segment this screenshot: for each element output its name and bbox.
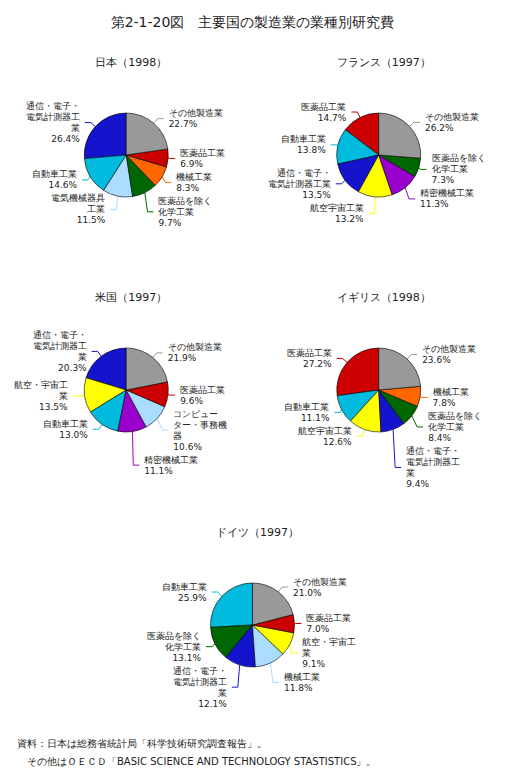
svg-text:10.6%: 10.6% [173,442,202,452]
svg-text:日本（1998）: 日本（1998） [95,56,167,69]
svg-text:自動車工業: 自動車工業 [281,134,326,144]
svg-text:医薬品工業: 医薬品工業 [306,613,351,623]
svg-text:13.0%: 13.0% [59,430,88,440]
svg-text:7.8%: 7.8% [433,398,456,408]
svg-text:14.7%: 14.7% [318,113,347,123]
svg-text:業: 業 [71,123,80,133]
svg-text:25.9%: 25.9% [178,593,207,603]
svg-text:工業: 工業 [87,204,105,214]
svg-text:電気計測器工: 電気計測器工 [406,457,460,467]
svg-text:23.6%: 23.6% [422,355,451,365]
svg-text:化学工業: 化学工業 [428,422,464,432]
svg-text:機械工業: 機械工業 [284,672,320,682]
svg-text:化学工業: 化学工業 [432,164,468,174]
svg-text:医薬品工業: 医薬品工業 [287,348,332,358]
svg-text:米国（1997）: 米国（1997） [95,291,167,304]
svg-text:7.3%: 7.3% [432,175,455,185]
svg-text:21.9%: 21.9% [168,353,197,363]
svg-text:その他製造業: その他製造業 [293,577,347,587]
svg-text:精密機械工業: 精密機械工業 [144,455,198,465]
svg-text:化学工業: 化学工業 [158,207,194,217]
svg-text:8.3%: 8.3% [176,183,199,193]
svg-text:11.1%: 11.1% [301,413,330,423]
svg-text:その他はＯＥＣＤ「BASIC SCIENCE AND TEC: その他はＯＥＣＤ「BASIC SCIENCE AND TECHNOLOGY ST… [17,756,376,767]
svg-text:医薬品工業: 医薬品工業 [180,385,225,395]
svg-text:器: 器 [173,431,182,441]
svg-text:業: 業 [406,468,415,478]
svg-text:電気計測器工業: 電気計測器工業 [268,179,331,189]
svg-text:その他製造業: その他製造業 [422,344,476,354]
svg-text:コンピュー: コンピュー [173,409,218,419]
svg-text:9.7%: 9.7% [158,218,181,228]
svg-text:航空宇宙工業: 航空宇宙工業 [298,426,352,436]
svg-text:資料：日本は総務省統計局「科学技術研究調査報告」。: 資料：日本は総務省統計局「科学技術研究調査報告」。 [17,738,267,749]
svg-text:電気計測器工: 電気計測器工 [33,341,87,351]
svg-text:22.7%: 22.7% [169,119,198,129]
svg-text:医薬品を除く: 医薬品を除く [147,631,201,641]
svg-text:26.2%: 26.2% [425,123,454,133]
svg-text:13.2%: 13.2% [335,214,364,224]
svg-text:その他製造業: その他製造業 [425,112,479,122]
svg-text:フランス（1997）: フランス（1997） [337,56,431,69]
svg-text:電気計測器工: 電気計測器工 [26,112,80,122]
svg-text:26.4%: 26.4% [51,134,80,144]
svg-text:機械工業: 機械工業 [433,387,469,397]
svg-text:11.8%: 11.8% [284,683,313,693]
svg-text:医薬品を除く: 医薬品を除く [428,411,482,421]
svg-text:9.6%: 9.6% [180,396,203,406]
svg-text:第2-1-20図 主要国の製造業の業種別研究費: 第2-1-20図 主要国の製造業の業種別研究費 [111,14,395,30]
svg-text:7.0%: 7.0% [306,624,329,634]
svg-text:業: 業 [78,352,87,362]
svg-text:ドイツ（1997）: ドイツ（1997） [216,526,299,539]
svg-text:通信・電子・: 通信・電子・ [33,330,87,340]
svg-text:9.1%: 9.1% [302,659,325,669]
svg-text:航空・宇宙工: 航空・宇宙工 [302,637,356,647]
svg-text:13.5%: 13.5% [39,402,68,412]
svg-text:21.0%: 21.0% [293,588,322,598]
svg-text:医薬品工業: 医薬品工業 [301,102,346,112]
svg-text:イギリス（1998）: イギリス（1998） [337,291,431,304]
svg-text:20.3%: 20.3% [58,363,87,373]
svg-text:業: 業 [218,688,227,698]
svg-text:12.6%: 12.6% [323,437,352,447]
svg-text:自動車工業: 自動車工業 [162,582,207,592]
svg-text:通信・電子・: 通信・電子・ [26,101,80,111]
svg-text:ター・事務機: ター・事務機 [173,420,227,430]
svg-text:医薬品を除く: 医薬品を除く [432,153,486,163]
svg-text:11.5%: 11.5% [77,215,106,225]
svg-text:化学工業: 化学工業 [165,642,201,652]
svg-text:27.2%: 27.2% [303,359,332,369]
svg-text:航空・宇宙工: 航空・宇宙工 [14,380,68,390]
svg-text:自動車工業: 自動車工業 [284,402,329,412]
svg-text:その他製造業: その他製造業 [168,342,222,352]
svg-text:13.1%: 13.1% [172,653,201,663]
svg-text:通信・電子・: 通信・電子・ [406,446,460,456]
svg-text:通信・電子・: 通信・電子・ [277,168,331,178]
svg-text:医薬品を除く: 医薬品を除く [158,196,212,206]
svg-text:13.8%: 13.8% [297,145,326,155]
svg-text:医薬品工業: 医薬品工業 [180,148,225,158]
svg-text:11.3%: 11.3% [420,199,449,209]
svg-text:業: 業 [302,648,311,658]
svg-text:6.9%: 6.9% [180,159,203,169]
svg-text:精密機械工業: 精密機械工業 [420,188,474,198]
svg-text:12.1%: 12.1% [198,699,227,709]
svg-text:航空宇宙工業: 航空宇宙工業 [310,203,364,213]
svg-text:自動車工業: 自動車工業 [32,169,77,179]
svg-text:業: 業 [59,391,68,401]
svg-text:通信・電子・: 通信・電子・ [173,666,227,676]
svg-text:8.4%: 8.4% [428,433,451,443]
svg-text:13.5%: 13.5% [302,190,331,200]
svg-text:電気計測器工: 電気計測器工 [173,677,227,687]
svg-text:機械工業: 機械工業 [176,172,212,182]
svg-text:電気機械器具: 電気機械器具 [51,193,105,203]
svg-text:自動車工業: 自動車工業 [43,419,88,429]
svg-text:その他製造業: その他製造業 [169,108,223,118]
svg-text:11.1%: 11.1% [144,466,173,476]
svg-text:9.4%: 9.4% [406,479,429,489]
svg-text:14.6%: 14.6% [48,180,77,190]
